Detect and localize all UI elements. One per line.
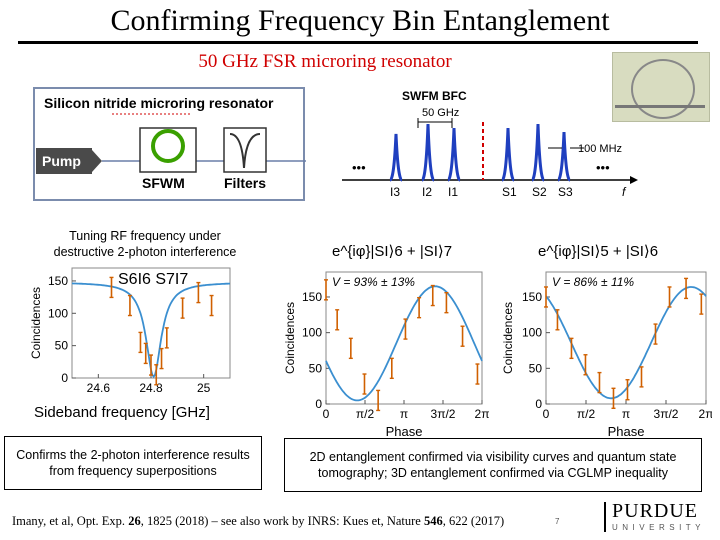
slide-title: Confirming Frequency Bin Entanglement	[110, 4, 610, 37]
sfwm-label: SFWM	[142, 175, 185, 191]
spectral-peak-s1	[500, 127, 516, 182]
y-tick-label: 0	[535, 397, 542, 411]
citation-vol2: 546	[423, 514, 443, 528]
bin-labels: I3 I2 I1 S1 S2 S3	[390, 185, 573, 199]
x-tick-label: 3π/2	[654, 407, 679, 421]
x-tick-label: 0	[543, 407, 550, 421]
y-tick-label: 150	[48, 274, 68, 288]
dots-right: •••	[596, 160, 610, 175]
bus-waveguide	[615, 105, 705, 108]
bin-label-s1: S1	[502, 185, 517, 199]
y-tick-label: 100	[302, 326, 322, 340]
y-tick-label: 50	[309, 361, 323, 375]
fsr-label: 50 GHz	[422, 107, 459, 119]
x-tick-label: 0	[323, 407, 330, 421]
bin-label-s2: S2	[532, 185, 547, 199]
logo-bar	[604, 502, 606, 532]
tuning-caption: Tuning RF frequency under destructive 2-…	[30, 228, 260, 260]
bin-label-i3: I3	[390, 185, 400, 199]
dots-left: •••	[352, 160, 366, 175]
y-axis-label: Coincidences	[501, 302, 515, 374]
ring-box	[139, 127, 197, 173]
citation-part3: , 622 (2017)	[442, 514, 505, 528]
x-tick-label: 2π	[699, 407, 712, 421]
page-number: 7	[555, 517, 560, 526]
notch-filter-icon	[229, 133, 261, 169]
x-tick-label: 24.8	[139, 381, 163, 395]
linewidth-label: 100 MHz	[578, 143, 622, 155]
x-tick-label: π/2	[356, 407, 375, 421]
schematic-figure: Silicon nitride microring resonator Pump…	[33, 87, 638, 201]
microring-photo	[612, 52, 710, 122]
visibility-label: V = 93% ± 13%	[332, 275, 415, 289]
spectral-peak-s2	[530, 123, 546, 182]
y-axis-label: Coincidences	[283, 302, 297, 374]
y-tick-label: 150	[302, 290, 322, 304]
filters-label: Filters	[224, 175, 266, 191]
left-summary-box: Confirms the 2-photon interference resul…	[4, 436, 262, 490]
y-tick-label: 0	[61, 371, 68, 385]
x-tick-label: 2π	[475, 407, 490, 421]
x-tick-label: π/2	[577, 407, 596, 421]
bin-label-i2: I2	[422, 185, 432, 199]
tuning-caption-line1: Tuning RF frequency under	[69, 229, 221, 243]
y-tick-label: 150	[522, 290, 542, 304]
y-tick-label: 50	[529, 361, 543, 375]
microring-icon	[151, 129, 185, 163]
y-tick-label: 0	[315, 397, 322, 411]
y-tick-label: 50	[55, 339, 69, 353]
logo-name: PURDUE	[612, 500, 699, 522]
frequency-arrow-icon	[630, 176, 638, 184]
ring-outline	[631, 59, 695, 119]
chart-phase-67: 0 50 100 150 0 π/2 π 3π/2 2π Coincidences Phase e^{…	[283, 243, 490, 438]
x-axis-label: Phase	[608, 424, 645, 438]
fit-curve	[325, 285, 483, 402]
chart-detuning: 0 50 100 150 24.6 24.8 25 Coincidences S6I6 S7I7	[29, 267, 231, 395]
tuning-caption-line2: destructive 2-photon interference	[53, 245, 237, 259]
freq-axis-label: f	[622, 185, 627, 199]
pump-arrow-icon	[92, 150, 102, 172]
y-tick-label: 100	[48, 306, 68, 320]
x-tick-label: 25	[197, 381, 211, 395]
y-axis-label: Coincidences	[29, 287, 43, 359]
chart-phase-56: 0 50 100 150 0 π/2 π 3π/2 2π Coincidences Phase e^{…	[501, 243, 712, 438]
y-tick-label: 100	[522, 326, 542, 340]
citation-part2: , 1825 (2018) – see also work by INRS: K…	[140, 514, 424, 528]
sideband-caption: Sideband frequency [GHz]	[34, 404, 210, 421]
citation: Imany, et al, Opt. Exp. 26, 1825 (2018) …	[12, 514, 504, 529]
schematic-title: Silicon nitride microring resonator	[44, 95, 274, 111]
citation-part1: Imany, et al, Opt. Exp.	[12, 514, 129, 528]
chart-title: e^{iφ}|SI⟩5 + |SI⟩6	[538, 243, 658, 260]
x-axis-label: Phase	[386, 424, 423, 438]
spectral-peak-s3	[556, 131, 572, 182]
pump-box	[36, 148, 92, 174]
bfc-label: SWFM BFC	[402, 89, 467, 103]
x-tick-label: 24.6	[87, 381, 111, 395]
fit-curve	[545, 286, 707, 400]
chart-title: e^{iφ}|SI⟩6 + |SI⟩7	[332, 243, 452, 260]
x-tick-label: 3π/2	[431, 407, 456, 421]
x-tick-label: π	[622, 407, 630, 421]
visibility-label: V = 86% ± 11%	[552, 275, 634, 289]
spectral-peak-i2	[420, 123, 436, 182]
bin-label-i1: I1	[448, 185, 458, 199]
purdue-logo: PURDUE UNIVERSITY	[604, 500, 714, 536]
right-summary-box: 2D entanglement confirmed via visibility…	[284, 438, 702, 492]
slide-subtitle: 50 GHz FSR microring resonator	[198, 51, 452, 72]
title-divider	[18, 41, 698, 44]
x-tick-label: π	[400, 407, 408, 421]
logo-subtitle: UNIVERSITY	[612, 523, 706, 532]
citation-vol1: 26	[128, 514, 141, 528]
spectral-peak-i1	[446, 127, 462, 182]
pump-label: Pump	[42, 153, 81, 169]
chart-title: S6I6 S7I7	[118, 271, 188, 288]
spectral-peak-i3	[389, 133, 403, 182]
bin-label-s3: S3	[558, 185, 573, 199]
